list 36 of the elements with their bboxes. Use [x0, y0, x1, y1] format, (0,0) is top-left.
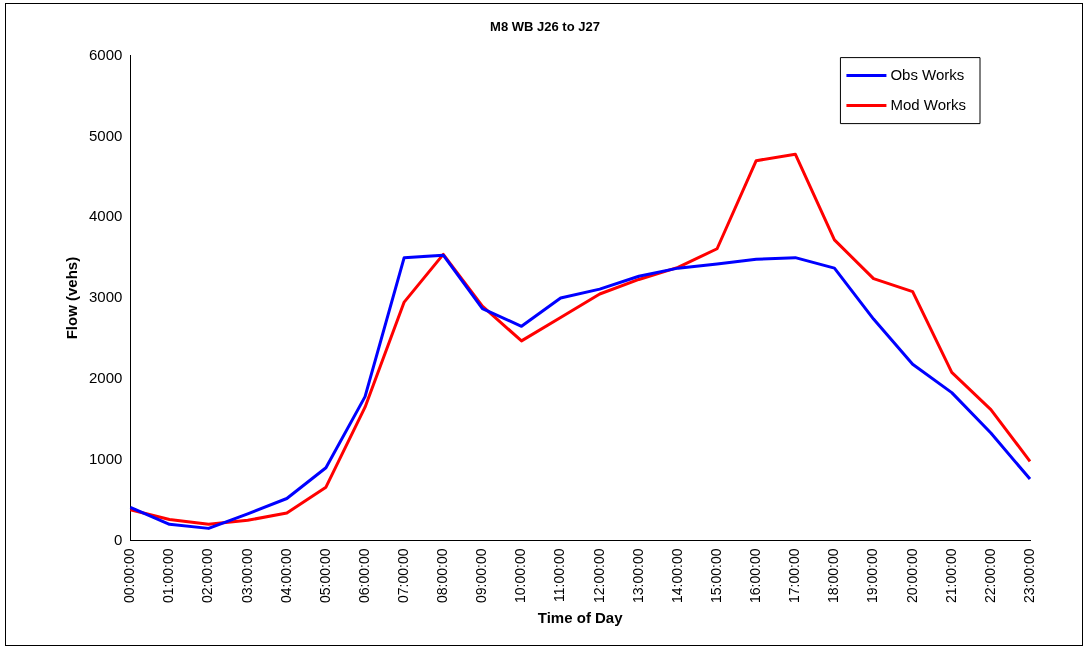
x-tick-label: 17:00:00 [786, 548, 803, 603]
y-tick-label: 5000 [88, 126, 123, 144]
x-tick-label: 10:00:00 [512, 548, 529, 603]
x-tick-label: 09:00:00 [473, 548, 490, 603]
x-tick-label: 12:00:00 [590, 548, 607, 603]
x-tick-label: 00:00:00 [121, 548, 138, 603]
x-tick-label: 08:00:00 [434, 548, 451, 603]
x-tick-label: 19:00:00 [864, 548, 881, 603]
x-tick-label: 06:00:00 [355, 548, 372, 603]
x-tick-label: 16:00:00 [747, 548, 764, 603]
y-tick-label: 2000 [88, 369, 123, 387]
y-tick-label: 6000 [88, 45, 123, 63]
x-tick-label: 18:00:00 [825, 548, 842, 603]
y-tick-label: 3000 [88, 288, 123, 306]
y-tick-label: 1000 [88, 449, 123, 467]
x-tick-label: 20:00:00 [903, 548, 920, 603]
y-tick-label: 4000 [88, 207, 123, 225]
x-tick-label: 15:00:00 [707, 548, 724, 603]
x-tick-label: 21:00:00 [942, 548, 959, 603]
x-tick-label: 04:00:00 [277, 548, 294, 603]
y-axis-title: Flow (vehs) [63, 256, 81, 340]
x-tick-label: 22:00:00 [981, 548, 998, 603]
x-tick-label: 01:00:00 [160, 548, 177, 603]
x-tick-label: 02:00:00 [199, 548, 216, 603]
x-axis-title: Time of Day [537, 609, 624, 627]
x-tick-label: 05:00:00 [316, 548, 333, 603]
legend-label: Obs Works [890, 65, 965, 83]
x-tick-label: 07:00:00 [395, 548, 412, 603]
x-tick-label: 03:00:00 [238, 548, 255, 603]
legend-label: Mod Works [890, 95, 967, 113]
x-tick-label: 23:00:00 [1020, 548, 1037, 603]
y-tick-label: 0 [114, 530, 123, 548]
x-tick-label: 13:00:00 [629, 548, 646, 603]
x-tick-label: 11:00:00 [551, 548, 568, 602]
x-tick-label: 14:00:00 [668, 548, 685, 603]
chart-title: M8 WB J26 to J27 [490, 19, 600, 35]
